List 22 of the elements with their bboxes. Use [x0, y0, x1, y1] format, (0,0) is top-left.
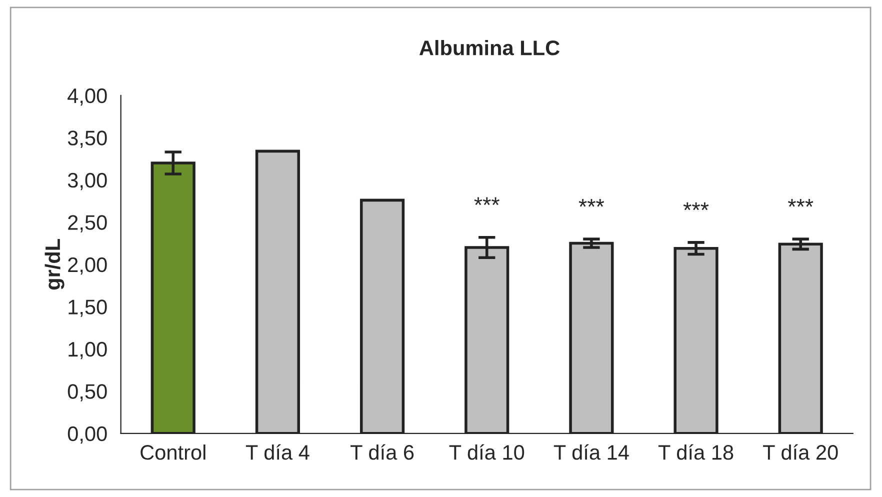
y-tick-label: 0,00 — [68, 426, 107, 444]
y-tick-label: 1,00 — [68, 342, 107, 360]
annotation: *** — [474, 197, 500, 206]
y-tick-label: 3,00 — [68, 172, 107, 190]
x-tick-label: T día 6 — [350, 444, 414, 460]
x-tick-label: T día 10 — [449, 444, 524, 460]
y-tick-label: 2,00 — [68, 257, 107, 275]
annotation: *** — [578, 198, 604, 207]
x-tick-label: T día 14 — [554, 444, 629, 460]
x-tick-label: Control — [140, 444, 206, 460]
y-axis-title: gr/dL — [44, 239, 64, 290]
annotation: *** — [683, 202, 709, 210]
chart-title: Albumina LLC — [419, 40, 560, 56]
y-tick-label: 2,50 — [68, 215, 107, 232]
x-tick-label: T día 4 — [246, 444, 310, 460]
x-tick-label: T día 18 — [658, 444, 734, 460]
y-tick-label: 4,00 — [68, 88, 107, 106]
y-tick-label: 1,50 — [68, 300, 107, 317]
x-tick-label: T día 20 — [763, 444, 838, 460]
y-tick-label: 3,50 — [68, 130, 107, 148]
y-tick-label: 0,50 — [68, 384, 107, 402]
annotation: *** — [788, 198, 814, 207]
